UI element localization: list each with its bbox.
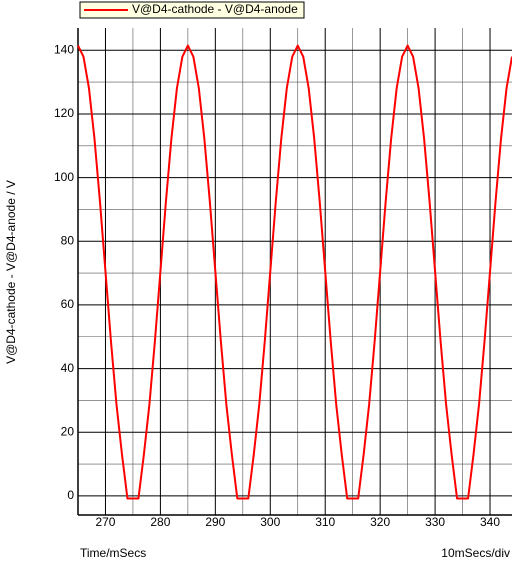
x-tick-label: 340 xyxy=(480,515,500,529)
legend-label: V@D4-cathode - V@D4-anode xyxy=(132,2,298,16)
x-tick-label: 300 xyxy=(260,515,280,529)
y-tick-label: 100 xyxy=(54,170,74,184)
x-tick-label: 280 xyxy=(150,515,170,529)
x-tick-label: 290 xyxy=(205,515,225,529)
legend: V@D4-cathode - V@D4-anode xyxy=(79,1,305,19)
x-axis-label: Time/mSecs xyxy=(80,546,146,560)
y-tick-label: 20 xyxy=(61,424,75,438)
y-tick-label: 140 xyxy=(54,42,74,56)
y-tick-label: 120 xyxy=(54,106,74,120)
x-scale-label: 10mSecs/div xyxy=(441,546,510,560)
y-tick-label: 60 xyxy=(61,297,75,311)
x-tick-label: 320 xyxy=(370,515,390,529)
legend-box xyxy=(79,1,305,19)
y-tick-label: 80 xyxy=(61,233,75,247)
x-tick-label: 330 xyxy=(425,515,445,529)
y-tick-label: 40 xyxy=(61,361,75,375)
x-tick-label: 310 xyxy=(315,515,335,529)
x-tick-label: 270 xyxy=(95,515,115,529)
series-line xyxy=(77,44,512,500)
y-axis-label: V@D4-cathode - V@D4-anode / V xyxy=(4,180,18,364)
y-tick-label: 0 xyxy=(67,488,74,502)
